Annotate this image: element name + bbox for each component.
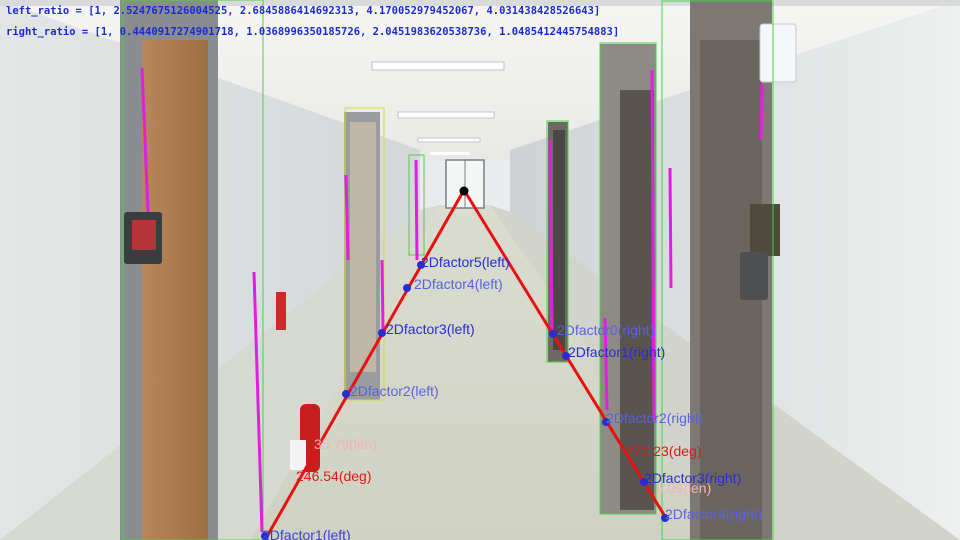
factor-label-left-5: 2Dfactor5(left) (421, 254, 510, 270)
edge-segment (414, 159, 419, 261)
factor-point-right-4 (661, 514, 669, 522)
factor-labels: 2Dfactor1(left) 2Dfactor2(left) 2Dfactor… (262, 254, 762, 540)
left-ratio-readout: left_ratio = [1, 2.5247675126004525, 2.6… (6, 5, 600, 17)
edge-segment (252, 271, 264, 533)
factor-label-right-1: 2Dfactor1(right) (568, 344, 665, 360)
extinguisher-label (290, 440, 306, 470)
left-length-label: 35.79(len) (314, 436, 377, 452)
left-guide-line (263, 189, 466, 540)
left-angle-label: 246.54(deg) (296, 468, 372, 484)
factor-label-left-4: 2Dfactor4(left) (414, 276, 503, 292)
right-angle-label: 272.23(deg) (626, 443, 702, 459)
factor-label-right-2: 2Dfactor2(right) (606, 410, 703, 426)
ceiling-light-2 (397, 111, 495, 119)
factor-point-left-3 (378, 329, 386, 337)
edge-segment (759, 83, 764, 141)
factor-label-right-3: 2Dfactor3(right) (644, 470, 741, 486)
factor-label-right-0: 2Dfactor0(right) (557, 322, 654, 338)
right-ratio-label: right_ratio (6, 26, 76, 38)
factor-label-left-2: 2Dfactor2(left) (350, 383, 439, 399)
detection-box-far-right-door (661, 0, 774, 540)
ceiling-light-4 (430, 152, 470, 155)
door-left-2 (350, 122, 376, 372)
detection-box-left-door (122, 0, 264, 540)
left-ratio-label: left_ratio (6, 5, 70, 17)
factor-points (261, 261, 669, 540)
name-plate (750, 204, 780, 256)
edge-segment (603, 317, 609, 411)
exit-sign (276, 292, 286, 330)
left-ratio-values: [1, 2.5247675126004525, 2.68458864146923… (88, 5, 601, 17)
doors (120, 0, 797, 540)
factor-point-left-2 (342, 390, 350, 398)
right-ratio-readout: right_ratio = [1, 0.4440917274901718, 1.… (6, 26, 619, 38)
edge-segment (380, 259, 385, 331)
wall-sign (759, 23, 797, 83)
factor-point-right-1 (562, 352, 570, 360)
door-lock (740, 252, 768, 300)
factor-point-right-3 (640, 478, 648, 486)
factor-point-left-5 (417, 261, 425, 269)
door-right-2 (553, 130, 565, 350)
ceiling-beam (0, 0, 960, 6)
door-left (142, 40, 208, 540)
factor-label-left-3: 2Dfactor3(left) (386, 321, 475, 337)
factor-label-left-1: 2Dfactor1(left) (262, 527, 351, 540)
factor-point-left-4 (403, 284, 411, 292)
detection-box-left-door-2 (344, 107, 385, 401)
edge-segments (140, 67, 764, 533)
edge-segment (650, 69, 656, 421)
right-length-label: 6.09(len) (656, 480, 711, 496)
factor-point-right-0 (549, 330, 557, 338)
ceiling-light-3 (417, 137, 481, 143)
ceiling-light-1 (371, 61, 505, 71)
factor-label-right-4: 2Dfactor4(right) (665, 506, 762, 522)
edge-segment (140, 67, 150, 213)
edge-segment (548, 139, 554, 331)
detection-box-right-door-2 (546, 120, 569, 363)
factor-point-left-1 (261, 532, 269, 540)
factor-point-right-2 (602, 418, 610, 426)
measurement-labels: 35.79(len) 246.54(deg) 272.23(deg) 6.09(… (296, 436, 711, 496)
right-ratio-values: [1, 0.4440917274901718, 1.03689963501857… (94, 26, 620, 38)
floor-left-strip (0, 205, 440, 540)
edge-segment (668, 167, 673, 289)
detection-box-right-door (599, 42, 657, 515)
access-panel-screen (132, 220, 156, 250)
right-ratio-separator: = (75, 26, 95, 38)
door-right (620, 90, 654, 510)
vanishing-point (459, 186, 469, 196)
edge-segment (344, 174, 350, 261)
left-ratio-separator: = (69, 5, 89, 17)
